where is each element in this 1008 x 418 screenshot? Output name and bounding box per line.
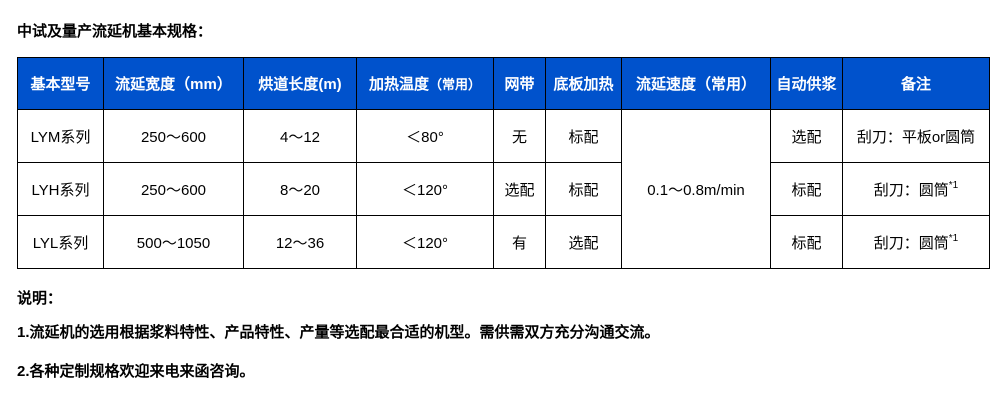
note-item: 2.各种定制规格欢迎来电来函咨询。 [17,363,255,380]
cell-temp: ＜120° [356,215,494,269]
header-heating: 底板加热 [545,57,622,110]
header-width: 流延宽度（mm） [103,57,244,110]
cell-speed: 0.1～0.8m/min [621,109,771,269]
note-text: 刮刀：圆筒 [873,181,949,199]
spec-table: 基本型号 流延宽度（mm） 烘道长度(m) 加热温度（常用） 网带 底板加热 流… [17,57,990,269]
header-speed: 流延速度（常用） [621,57,771,110]
cell-model: LYL系列 [17,215,104,269]
table-header-row: 基本型号 流延宽度（mm） 烘道长度(m) 加热温度（常用） 网带 底板加热 流… [17,57,990,110]
cell-model: LYM系列 [17,109,104,163]
cell-model: LYH系列 [17,162,104,216]
footnote-mark: *1 [948,232,959,244]
header-temp: 加热温度（常用） [356,57,494,110]
cell-width: 250～600 [103,109,244,163]
cell-width: 500～1050 [103,215,244,269]
header-length: 烘道长度(m) [243,57,357,110]
table-row: LYH系列 250～600 8～20 ＜120° 选配 标配 标配 刮刀：圆筒*… [17,162,990,216]
header-model: 基本型号 [17,57,104,110]
table-row: LYM系列 250～600 4～12 ＜80° 无 标配 0.1～0.8m/mi… [17,109,990,269]
cell-length: 4～12 [243,109,357,163]
cell-feed: 标配 [770,215,843,269]
cell-temp: ＜80° [356,109,494,163]
cell-note: 刮刀：圆筒*1 [842,162,990,216]
page-title: 中试及量产流延机基本规格： [17,23,213,40]
note-item: 1.流延机的选用根据浆料特性、产品特性、产量等选配最合适的机型。需供需双方充分沟… [17,324,660,341]
cell-note: 刮刀：圆筒*1 [842,215,990,269]
cell-width: 250～600 [103,162,244,216]
cell-temp: ＜120° [356,162,494,216]
header-temp-label: 加热温度 [368,76,429,93]
table-row: LYL系列 500～1050 12～36 ＜120° 有 选配 标配 刮刀：圆筒… [17,215,990,269]
cell-feed: 标配 [770,162,843,216]
cell-heating: 标配 [545,162,622,216]
cell-length: 8～20 [243,162,357,216]
cell-heating: 选配 [545,215,622,269]
notes-heading: 说明： [17,290,63,307]
cell-length: 12～36 [243,215,357,269]
note-text: 刮刀：圆筒 [873,234,949,252]
header-belt: 网带 [493,57,546,110]
footnote-mark: *1 [948,179,959,191]
cell-belt: 无 [493,109,546,163]
cell-note: 刮刀：平板or圆筒 [842,109,990,163]
header-temp-suffix: （常用） [429,77,482,92]
cell-feed: 选配 [770,109,843,163]
header-note: 备注 [842,57,990,110]
cell-heating: 标配 [545,109,622,163]
cell-belt: 有 [493,215,546,269]
cell-belt: 选配 [493,162,546,216]
note-text: 刮刀：平板or圆筒 [856,128,976,146]
header-feed: 自动供浆 [770,57,843,110]
